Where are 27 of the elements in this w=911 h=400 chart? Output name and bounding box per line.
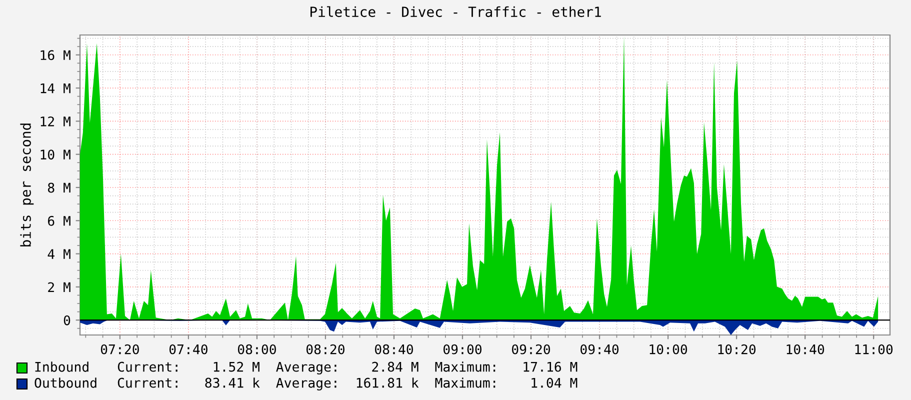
x-tick-label: 09:40 [580,344,619,354]
y-axis-title: bits per second [20,124,34,246]
y-tick-label: 12 M [40,116,70,126]
x-tick-label: 10:20 [718,344,756,354]
x-tick-label: 09:20 [512,344,550,354]
x-tick-label: 08:40 [374,344,413,354]
x-tick-label: 08:00 [238,344,276,354]
x-tick-label: 07:40 [169,344,208,354]
legend-label: Outbound [34,378,96,388]
x-tick-label: 07:20 [100,344,139,354]
y-tick-label: 16 M [40,50,70,60]
legend-label: Inbound [35,362,88,372]
y-tick-label: 10 M [40,150,70,160]
y-tick-label: 0 [64,315,70,326]
x-tick-label: 11:00 [855,344,893,354]
y-tick-label: 8 M [48,182,70,193]
x-tick-label: 08:20 [306,344,344,354]
y-tick-label: 6 M [48,216,70,226]
x-tick-label: 10:00 [650,344,688,354]
x-tick-label: 10:40 [786,344,824,354]
y-tick-label: 4 M [48,249,70,259]
chart-title: Piletice - Divec - Traffic - ether1 [310,6,601,18]
y-tick-label: 2 M [48,282,70,292]
x-tick-label: 09:00 [443,344,482,354]
text: Current: 83.41 k Average: 161.81 k Maximum: 1.04 M [118,378,578,390]
y-tick-label: 14 M [40,83,70,94]
text: Current: 1.52 M Average: 2.84 M Maximum: 17.16 M [118,362,578,374]
